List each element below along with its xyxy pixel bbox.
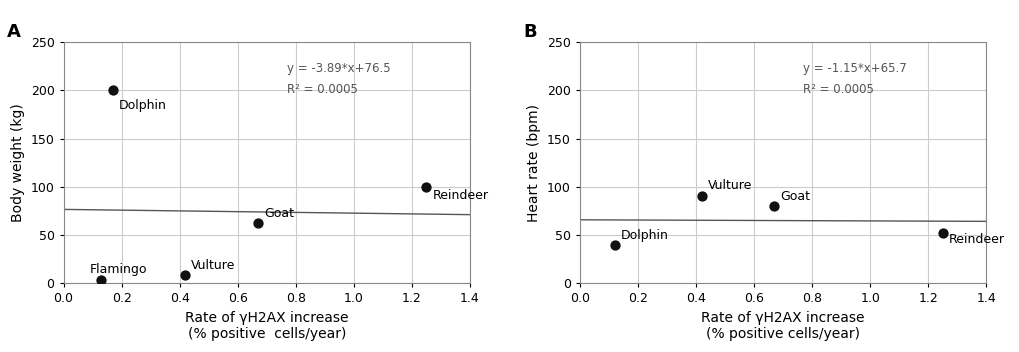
Text: Reindeer: Reindeer xyxy=(432,189,488,202)
Y-axis label: Body weight (kg): Body weight (kg) xyxy=(11,103,25,222)
Text: Reindeer: Reindeer xyxy=(948,233,1004,246)
Text: A: A xyxy=(7,23,20,41)
Y-axis label: Heart rate (bpm): Heart rate (bpm) xyxy=(527,104,541,222)
Point xyxy=(765,203,782,209)
Point xyxy=(250,221,266,226)
Text: Dolphin: Dolphin xyxy=(118,99,166,112)
Text: Goat: Goat xyxy=(264,207,293,220)
Point xyxy=(105,88,121,93)
Text: Vulture: Vulture xyxy=(707,178,751,191)
Text: y = -1.15*x+65.7: y = -1.15*x+65.7 xyxy=(803,62,906,75)
Text: Goat: Goat xyxy=(780,190,809,203)
Point xyxy=(418,184,434,190)
Point xyxy=(177,272,194,278)
X-axis label: Rate of γH2AX increase
(% positive cells/year): Rate of γH2AX increase (% positive cells… xyxy=(701,311,864,341)
X-axis label: Rate of γH2AX increase
(% positive  cells/year): Rate of γH2AX increase (% positive cells… xyxy=(184,311,348,341)
Text: Vulture: Vulture xyxy=(192,259,235,271)
Text: R² = 0.0005: R² = 0.0005 xyxy=(286,83,358,96)
Text: Dolphin: Dolphin xyxy=(620,229,667,242)
Point xyxy=(933,230,950,236)
Text: Flamingo: Flamingo xyxy=(90,263,147,276)
Text: R² = 0.0005: R² = 0.0005 xyxy=(803,83,873,96)
Point xyxy=(693,194,709,199)
Point xyxy=(606,242,623,247)
Point xyxy=(93,277,109,283)
Text: B: B xyxy=(523,23,536,41)
Text: y = -3.89*x+76.5: y = -3.89*x+76.5 xyxy=(286,62,390,75)
